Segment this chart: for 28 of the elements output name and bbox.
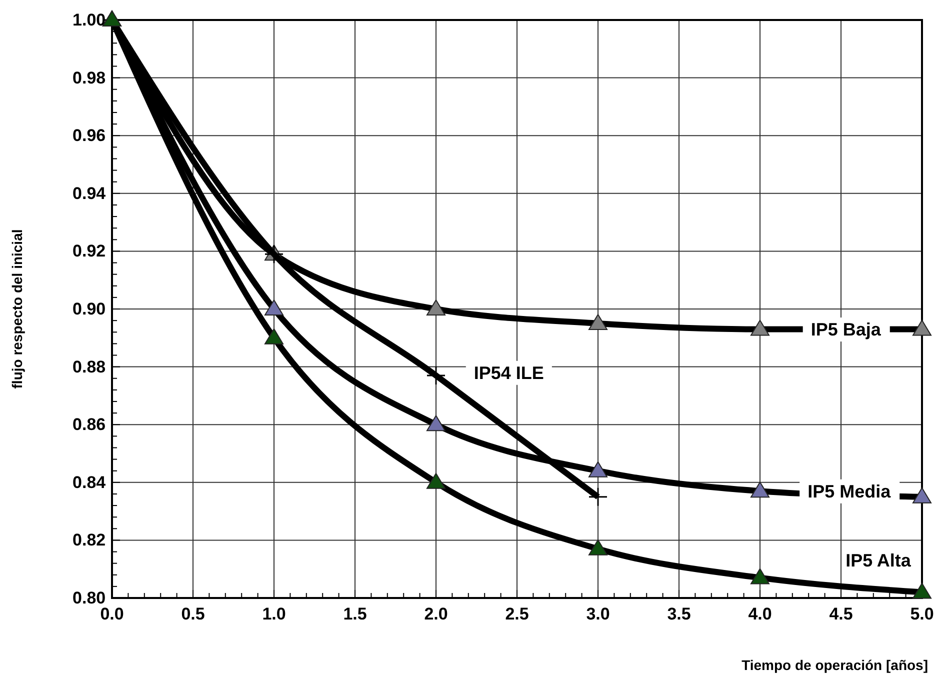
series-label: IP5 Alta [846,550,912,571]
y-tick-label: 0.82 [72,530,106,550]
x-tick-label: 2.0 [424,604,448,624]
x-tick-label: 1.0 [262,604,286,624]
x-tick-label: 4.5 [829,604,853,624]
x-tick-label: 3.0 [586,604,610,624]
x-tick-label: 3.5 [667,604,691,624]
x-tick-label: 1.5 [343,604,367,624]
x-tick-label: 2.5 [505,604,529,624]
series-label: IP54 ILE [474,362,544,383]
x-tick-label: 5.0 [910,604,934,624]
y-tick-label: 0.90 [72,299,106,318]
series-label: IP5 Media [808,481,892,502]
y-tick-label: 0.96 [72,126,106,146]
y-tick-label: 0.84 [72,472,106,492]
y-tick-label: 0.88 [72,357,106,376]
y-axis-title: flujo respecto del inicial [9,229,25,389]
y-tick-label: 0.92 [72,242,106,261]
x-tick-label: 0.0 [100,604,124,624]
y-tick-label: 0.94 [72,184,106,203]
y-tick-label: 0.86 [72,415,106,434]
y-tick-label: 0.98 [72,68,106,88]
x-tick-label: 4.0 [748,604,772,624]
x-tick-label: 0.5 [181,604,205,624]
y-tick-label: 1.00 [72,10,106,30]
series-label: IP5 Baja [810,320,882,340]
x-axis-title: Tiempo de operación [años] [742,657,928,673]
y-tick-label: 0.80 [72,588,106,608]
